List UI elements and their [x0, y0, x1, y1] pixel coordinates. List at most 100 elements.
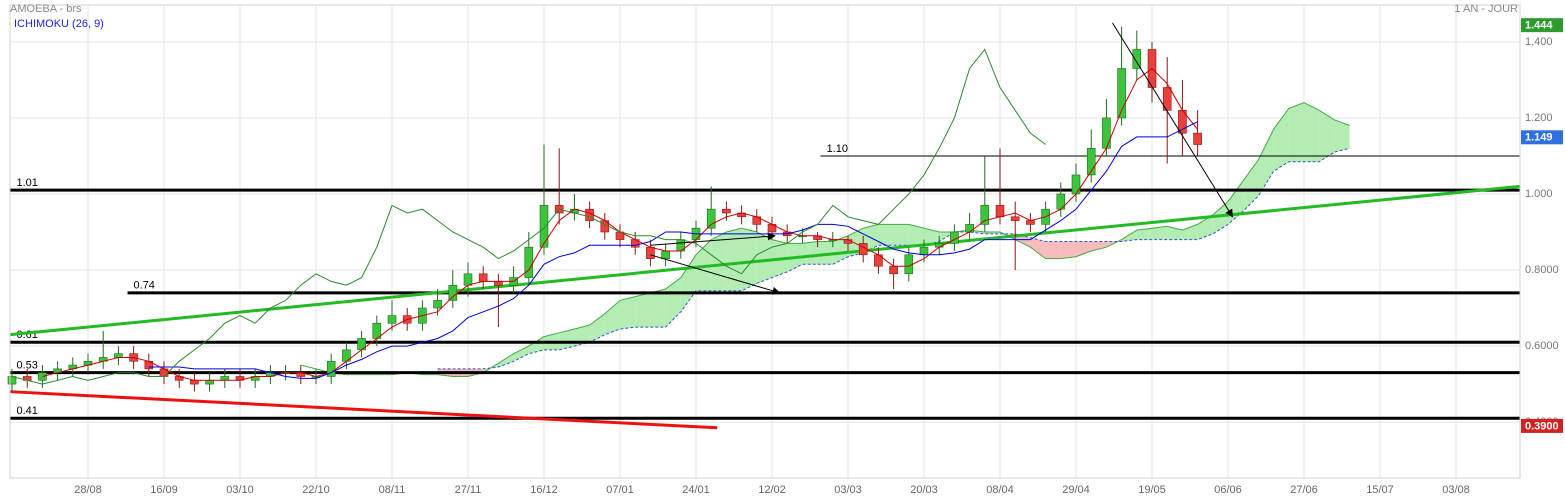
candle-body — [1086, 148, 1096, 176]
candle-body — [1132, 49, 1142, 69]
cloud-fill — [1243, 159, 1259, 212]
candle-body — [919, 246, 929, 256]
y-tick-label: 1.200 — [1525, 112, 1553, 124]
candle-body — [539, 205, 549, 248]
cloud-fill — [665, 277, 681, 328]
x-tick-label: 19/05 — [1138, 484, 1166, 496]
x-tick-label: 06/06 — [1214, 484, 1242, 496]
level-label: 0.74 — [134, 280, 155, 292]
x-tick-label: 08/04 — [986, 484, 1014, 496]
candle-body — [1071, 174, 1081, 195]
price-tag — [1521, 418, 1563, 433]
candle-body — [326, 360, 336, 377]
candle-body — [1117, 68, 1126, 119]
candle-body — [448, 284, 458, 301]
y-tick-label: 0.8000 — [1525, 264, 1559, 276]
candle-body — [995, 205, 1005, 218]
cloud-fill — [878, 224, 894, 246]
x-tick-label: 12/02 — [758, 484, 786, 496]
x-tick-label: 27/11 — [455, 484, 482, 496]
x-tick-label: 07/01 — [606, 484, 634, 496]
indicator-line — [148, 121, 1198, 379]
candle-body — [433, 300, 442, 309]
cloud-fill — [1197, 214, 1213, 240]
cloud-fill — [924, 228, 940, 246]
cloud-fill — [635, 292, 651, 328]
candle-body — [980, 205, 990, 225]
candle-body — [1102, 117, 1111, 149]
indicator-line — [11, 48, 1046, 385]
candle-body — [220, 376, 230, 381]
cloud-fill — [817, 241, 833, 265]
cloud-fill — [756, 231, 772, 284]
cloud-fill — [1182, 224, 1198, 240]
x-tick-label: 08/11 — [379, 484, 406, 496]
cloud-fill — [908, 224, 924, 246]
cloud-fill — [802, 241, 818, 265]
candle-body — [661, 250, 670, 259]
candle-body — [524, 246, 534, 278]
cloud-fill — [1045, 241, 1061, 259]
cloud-fill — [498, 353, 514, 367]
candle-body — [114, 353, 123, 358]
x-tick-label: 16/09 — [150, 484, 178, 496]
price-tag — [1521, 130, 1563, 145]
candle-body — [1193, 132, 1202, 145]
level-label: 0.41 — [16, 405, 37, 417]
trend-line — [10, 184, 1520, 337]
price-tag-label: 0.3900 — [1525, 420, 1559, 432]
cloud-fill — [604, 300, 620, 335]
plot-area: 28/08 16/09 03/10 22/10 08/11 27/11 16/12 07/01… — [7, 5, 1520, 496]
cloud-fill — [1076, 241, 1092, 257]
x-tick-label: 03/03 — [834, 484, 862, 496]
cloud-fill — [650, 289, 666, 328]
candle-body — [706, 208, 716, 229]
candle-body — [965, 224, 974, 233]
plot-frame — [9, 4, 1521, 479]
y-tick-label: 0.6000 — [1525, 340, 1559, 352]
arrow — [1112, 22, 1233, 218]
x-tick-label: 03/10 — [226, 484, 254, 496]
candle-body — [478, 273, 488, 282]
cloud-fill — [1334, 119, 1350, 153]
trend-line — [10, 390, 718, 430]
y-tick-label: 1.400 — [1525, 36, 1553, 48]
x-tick-label: 22/10 — [302, 484, 330, 496]
cloud-fill — [1060, 241, 1076, 259]
cloud-fill — [1258, 129, 1274, 196]
arrow — [650, 254, 781, 295]
candle-body — [1010, 216, 1020, 221]
cloud-fill — [1288, 102, 1304, 162]
cloud-fill — [1212, 201, 1228, 234]
x-tick-label: 29/04 — [1062, 484, 1090, 496]
x-tick-label: 24/01 — [682, 484, 710, 496]
candle-body — [190, 379, 199, 385]
cloud-fill — [1091, 241, 1107, 252]
timeframe: 1 AN - JOUR — [1454, 3, 1518, 15]
candle-body — [463, 273, 473, 286]
x-tick-label: 20/03 — [910, 484, 938, 496]
price-tag-label: 1.444 — [1525, 20, 1553, 32]
cloud-fill — [1152, 226, 1168, 240]
candle-body — [494, 281, 503, 286]
cloud-fill — [620, 296, 636, 329]
level-label: 1.10 — [827, 143, 848, 155]
indicator-label: ICHIMOKU (26, 9) — [14, 18, 104, 30]
price-tag-label: 1.149 — [1525, 132, 1553, 144]
candle-body — [889, 265, 898, 275]
chart-title: AMOEBA - brs — [10, 3, 82, 15]
cloud-fill — [513, 346, 529, 362]
price-tag — [1521, 18, 1563, 33]
cloud-fill — [893, 224, 909, 246]
candle-body — [722, 208, 731, 214]
candle-body — [205, 379, 214, 385]
candle-body — [7, 376, 17, 385]
level-label: 1.01 — [16, 177, 37, 189]
cloud-fill — [589, 313, 605, 343]
y-tick-label: 1.000 — [1525, 188, 1553, 200]
candle-body — [1026, 220, 1035, 225]
candle-body — [387, 315, 397, 324]
cloud-fill — [559, 328, 575, 350]
x-tick-label: 03/08 — [1442, 484, 1470, 496]
arrow — [650, 232, 776, 246]
